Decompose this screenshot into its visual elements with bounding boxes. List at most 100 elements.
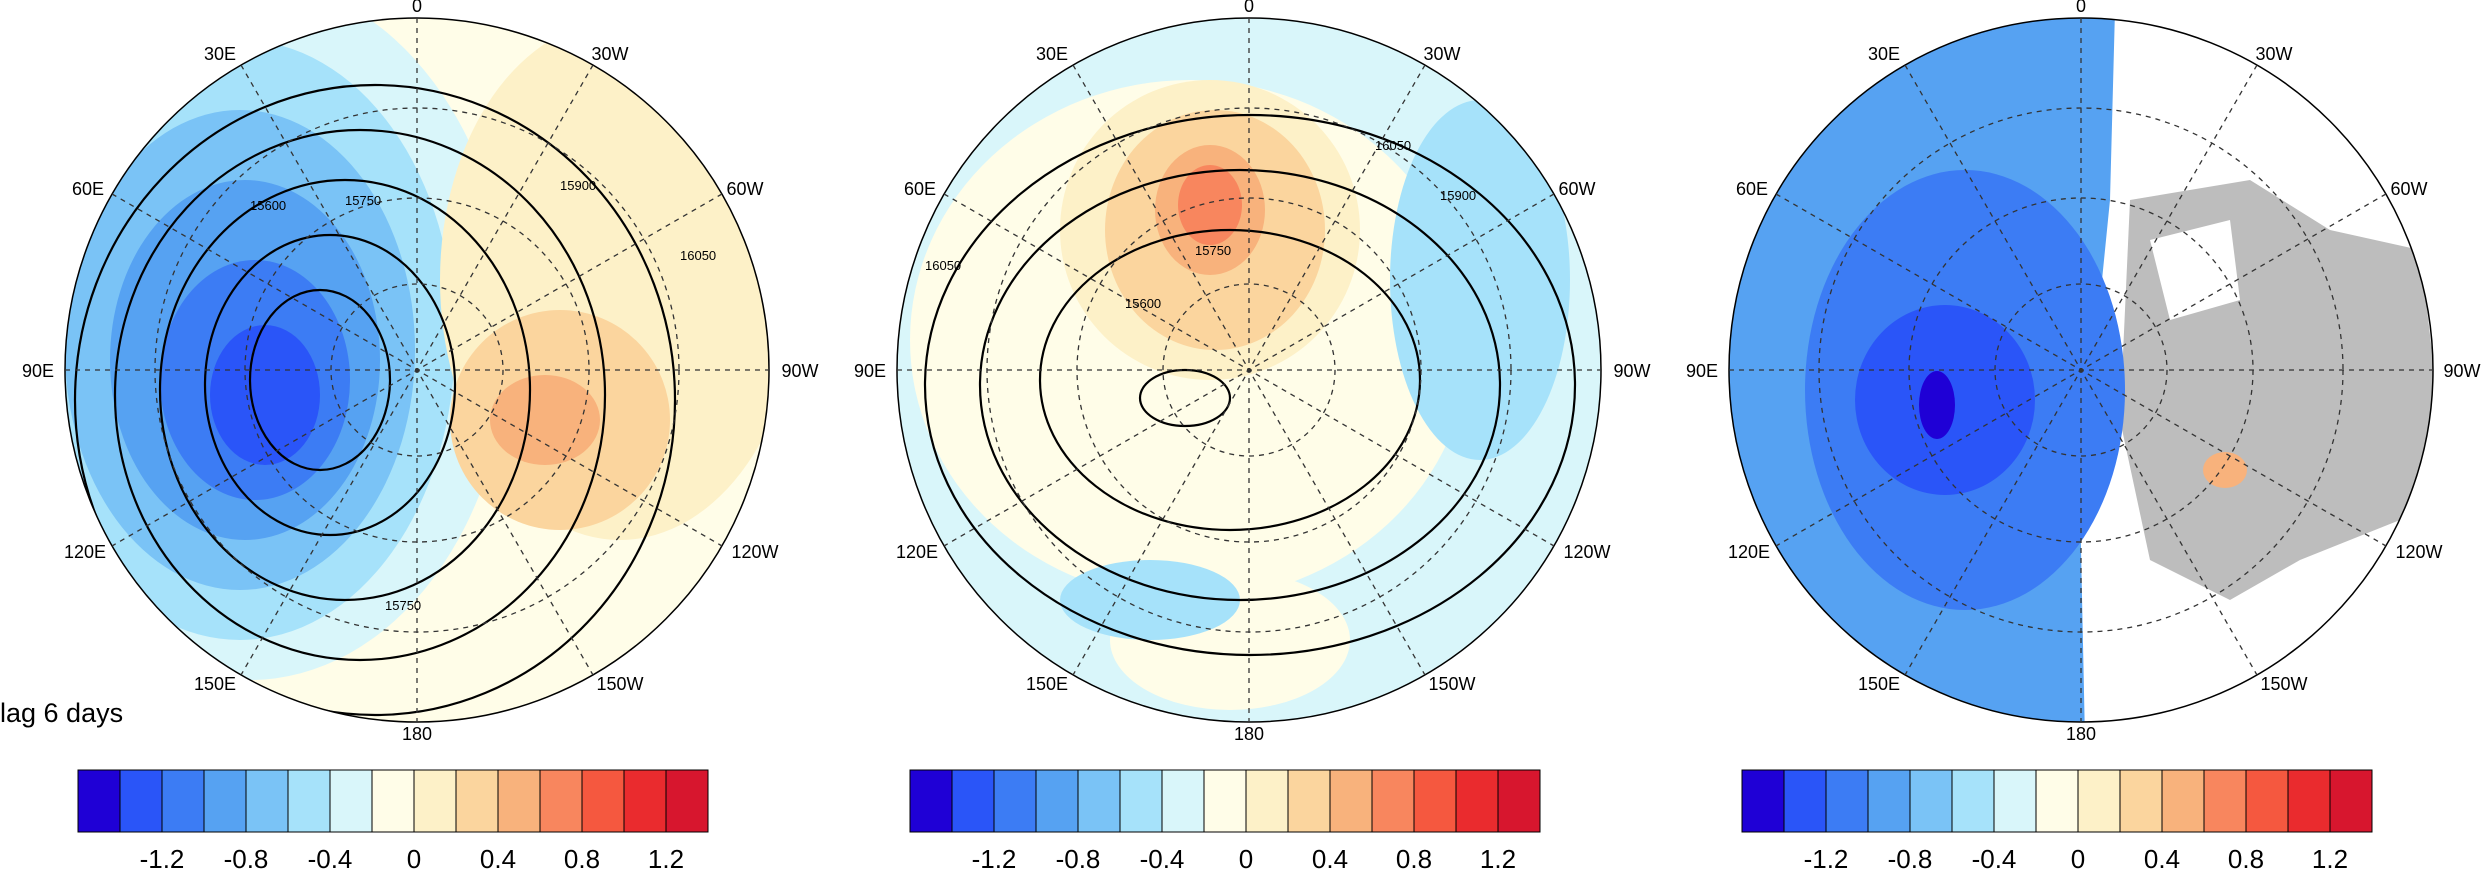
colorbar-swatch — [497, 769, 541, 833]
colorbar-tick-label: 0 — [1239, 844, 1253, 874]
colorbar-swatch — [2203, 769, 2247, 833]
colorbar-swatch — [1993, 769, 2037, 833]
colorbar-swatch — [2077, 769, 2121, 833]
contour-label: 16050 — [680, 248, 716, 263]
colorbar-swatch — [329, 769, 373, 833]
colorbar-swatch — [1371, 769, 1415, 833]
lon-label: 30W — [2255, 44, 2292, 64]
colorbar-tick-label: 0 — [2071, 844, 2085, 874]
colorbar-swatch — [1077, 769, 1121, 833]
lon-label: 90E — [22, 361, 54, 381]
panel-2-contour-labels: 16050 15900 15750 15600 16050 — [925, 138, 1476, 311]
panel-1-height-contours — [73, 83, 677, 717]
colorbar-tick-label: -1.2 — [972, 844, 1017, 874]
colorbar-swatch — [581, 769, 625, 833]
lon-label: 90E — [854, 361, 886, 381]
lon-label: 60E — [904, 179, 936, 199]
contour-label: 16050 — [925, 258, 961, 273]
colorbar-swatch — [951, 769, 995, 833]
lon-label: 150W — [1428, 674, 1475, 694]
colorbar-swatch — [2287, 769, 2331, 833]
lon-label: 150E — [1858, 674, 1900, 694]
colorbar-swatch — [1455, 769, 1499, 833]
colorbar-tick-label: -0.4 — [1972, 844, 2017, 874]
lon-label: 0 — [2076, 0, 2086, 16]
lon-label: 0 — [412, 0, 422, 16]
lon-label: 180 — [1234, 724, 1264, 744]
colorbar-swatch — [539, 769, 583, 833]
lon-label: 60E — [72, 179, 104, 199]
colorbar-swatch — [665, 769, 709, 833]
colorbar-tick-label: 1.2 — [2312, 844, 2348, 874]
lon-label: 60W — [726, 179, 763, 199]
lon-label: 90W — [1613, 361, 1650, 381]
colorbar-swatch — [371, 769, 415, 833]
lon-label: 180 — [402, 724, 432, 744]
contour-label: 15600 — [250, 198, 286, 213]
lon-label: 90W — [781, 361, 818, 381]
lon-label: 120E — [1728, 542, 1770, 562]
panel-2-anomaly-field — [897, 18, 1601, 722]
colorbar-swatch — [77, 769, 121, 833]
colorbar-2: -1.2 -0.8 -0.4 0 0.4 0.8 1.2 — [909, 769, 1541, 874]
lag-caption: lag 6 days — [0, 698, 123, 728]
colorbar-tick-label: -1.2 — [140, 844, 185, 874]
colorbar-swatch — [2035, 769, 2079, 833]
colorbar-swatch — [1119, 769, 1163, 833]
colorbar-tick-label: 0.8 — [1396, 844, 1432, 874]
lon-label: 60W — [2390, 179, 2427, 199]
colorbar-tick-label: -0.4 — [308, 844, 353, 874]
contour-label: 15600 — [1125, 296, 1161, 311]
colorbar-tick-label: 0.4 — [1312, 844, 1348, 874]
colorbar-tick-label: -0.8 — [1888, 844, 1933, 874]
colorbar-1: -1.2 -0.8 -0.4 0 0.4 0.8 1.2 — [77, 769, 709, 874]
lon-label: 120W — [2395, 542, 2442, 562]
colorbar-swatch — [1497, 769, 1541, 833]
lon-label: 120W — [731, 542, 778, 562]
lon-label: 120E — [896, 542, 938, 562]
colorbar-tick-label: 0 — [407, 844, 421, 874]
lon-label: 90E — [1686, 361, 1718, 381]
colorbar-swatch — [909, 769, 953, 833]
lon-label: 60E — [1736, 179, 1768, 199]
colorbar-swatch — [993, 769, 1037, 833]
colorbar-swatch — [2119, 769, 2163, 833]
colorbar-tick-label: 0.4 — [480, 844, 516, 874]
lon-label: 30E — [204, 44, 236, 64]
colorbar-tick-label: -0.8 — [1056, 844, 1101, 874]
colorbar-swatch — [1825, 769, 1869, 833]
panel-1-longitude-labels: 0 180 90E 90W 30E 60E 30W 60W 120E 150E … — [22, 0, 819, 744]
colorbar-swatch — [245, 769, 289, 833]
lon-label: 150E — [1026, 674, 1068, 694]
colorbar-swatch — [1413, 769, 1457, 833]
colorbar-tick-label: 1.2 — [648, 844, 684, 874]
contour-label: 15750 — [385, 598, 421, 613]
colorbar-swatch — [1867, 769, 1911, 833]
lon-label: 150E — [194, 674, 236, 694]
lon-label: 150W — [2260, 674, 2307, 694]
colorbar-swatch — [1783, 769, 1827, 833]
lon-label: 180 — [2066, 724, 2096, 744]
panel-3-graticule — [1729, 18, 2433, 722]
lon-label: 60W — [1558, 179, 1595, 199]
colorbar-3: -1.2 -0.8 -0.4 0 0.4 0.8 1.2 — [1741, 769, 2373, 874]
panel-3-anomaly-field — [1729, 18, 2433, 722]
colorbar-swatch — [2245, 769, 2289, 833]
colorbar-swatch — [1203, 769, 1247, 833]
colorbar-swatch — [1741, 769, 1785, 833]
panel-2-graticule — [897, 18, 1601, 722]
contour-label: 15750 — [1195, 243, 1231, 258]
colorbar-swatch — [623, 769, 667, 833]
colorbar-tick-label: -1.2 — [1804, 844, 1849, 874]
lon-label: 120W — [1563, 542, 1610, 562]
colorbar-tick-label: 1.2 — [1480, 844, 1516, 874]
panel-2-longitude-labels: 0 180 90E 90W 30E 60E 30W 60W 120E 150E … — [854, 0, 1651, 744]
colorbar-swatch — [161, 769, 205, 833]
panel-3-longitude-labels: 0 180 90E 90W 30E 60E 30W 60W 120E 150E … — [1686, 0, 2481, 744]
lon-label: 30E — [1036, 44, 1068, 64]
contour-label: 15900 — [1440, 188, 1476, 203]
colorbar-swatch — [1161, 769, 1205, 833]
lon-label: 30W — [1423, 44, 1460, 64]
lon-label: 90W — [2443, 361, 2480, 381]
